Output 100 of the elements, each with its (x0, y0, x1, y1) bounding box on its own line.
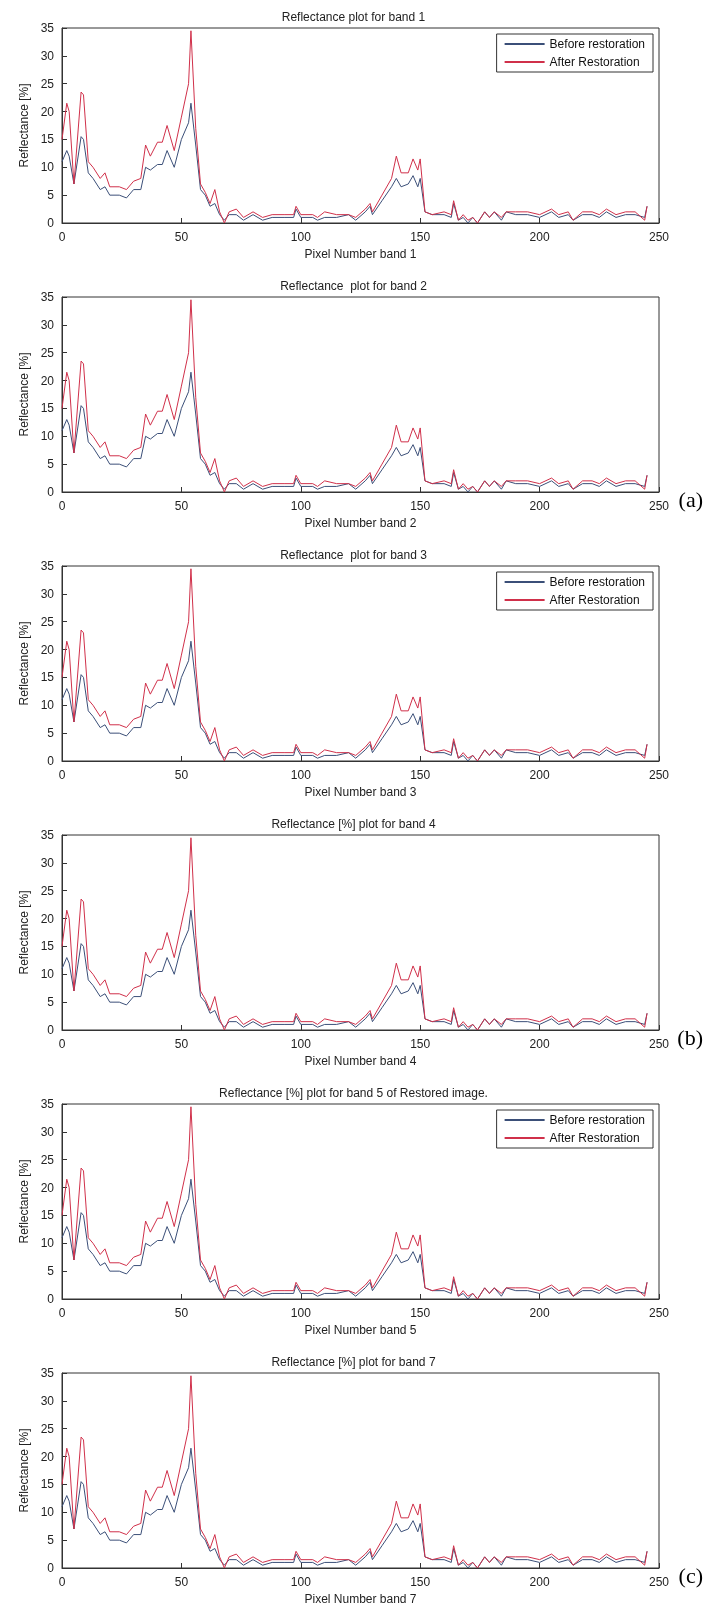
y-tick-label: 35 (40, 559, 55, 573)
y-tick-label: 10 (40, 698, 55, 713)
y-tick-label: 25 (40, 1421, 55, 1436)
chart-title: Reflectance plot for band 1 (281, 10, 426, 24)
y-axis-title: Reflectance [%] (16, 621, 31, 706)
x-tick-label: 0 (58, 230, 66, 244)
y-tick-label: 30 (40, 317, 55, 332)
text: (a) (678, 486, 703, 512)
y-tick-label: 20 (40, 911, 55, 926)
x-tick-label: 100 (290, 1306, 312, 1320)
x-tick-label: 200 (529, 768, 550, 782)
legend-label: After Restoration (549, 1131, 640, 1145)
chart-title: Reflectance [%] plot for band 4 (271, 817, 436, 831)
y-tick-label: 10 (40, 160, 55, 175)
chart-title: Reflectance plot for band 2 (280, 279, 428, 293)
y-tick-label: 0 (47, 1023, 55, 1037)
y-tick-label: 5 (47, 457, 55, 472)
y-tick-label: 15 (40, 1477, 55, 1492)
y-tick-label: 20 (40, 642, 55, 657)
text: (b) (677, 1024, 703, 1050)
line-series (61, 30, 648, 224)
x-tick-label: 250 (648, 768, 670, 782)
y-tick-label: 15 (40, 401, 55, 416)
y-tick-label: 15 (40, 939, 55, 954)
x-tick-label: 250 (648, 230, 670, 244)
line-series (61, 102, 648, 224)
x-tick-label: 250 (648, 1037, 670, 1051)
y-tick-label: 10 (40, 1236, 55, 1251)
x-tick-label: 150 (410, 768, 431, 782)
y-tick-label: 5 (47, 995, 55, 1010)
y-tick-label: 35 (40, 1097, 55, 1111)
y-tick-label: 0 (47, 1292, 55, 1306)
legend-label: Before restoration (549, 1113, 646, 1127)
y-tick-label: 20 (40, 104, 55, 119)
x-tick-label: 250 (648, 1306, 670, 1320)
x-axis-title: Pixel Number band 4 (304, 1053, 417, 1068)
y-axis-title: Reflectance [%] (16, 890, 31, 975)
y-tick-label: 10 (40, 1505, 55, 1520)
y-tick-label: 5 (47, 726, 55, 741)
y-tick-label: 5 (47, 1533, 55, 1548)
chart-title: Reflectance plot for band 3 (280, 548, 428, 562)
x-tick-label: 200 (529, 1037, 550, 1051)
text: (c) (678, 1562, 703, 1588)
legend-label: Before restoration (549, 37, 646, 51)
y-tick-label: 30 (40, 1393, 55, 1408)
line-series (61, 1447, 648, 1569)
line-series (61, 371, 648, 493)
y-tick-label: 5 (47, 188, 55, 203)
x-tick-label: 100 (290, 1575, 312, 1589)
x-tick-label: 50 (174, 499, 189, 513)
line-series (61, 1178, 648, 1300)
y-tick-label: 15 (40, 670, 55, 685)
y-tick-label: 15 (40, 1208, 55, 1223)
legend-label: After Restoration (549, 55, 640, 69)
line-series (61, 909, 648, 1031)
x-tick-label: 150 (410, 1037, 431, 1051)
y-tick-label: 0 (47, 754, 55, 768)
line-series (61, 1106, 648, 1300)
y-tick-label: 15 (40, 132, 55, 147)
line-series (61, 299, 648, 493)
x-tick-label: 100 (290, 499, 312, 513)
y-tick-label: 10 (40, 967, 55, 982)
y-tick-label: 25 (40, 883, 55, 898)
x-tick-label: 100 (290, 768, 312, 782)
y-axis-title: Reflectance [%] (16, 1159, 31, 1244)
x-tick-label: 50 (174, 230, 189, 244)
y-tick-label: 30 (40, 48, 55, 63)
x-tick-label: 250 (648, 499, 670, 513)
x-tick-label: 50 (174, 1306, 189, 1320)
x-tick-label: 200 (529, 1306, 550, 1320)
x-tick-label: 0 (58, 1037, 66, 1051)
chart-title: Reflectance [%] plot for band 7 (271, 1355, 436, 1369)
x-tick-label: 150 (410, 499, 431, 513)
x-tick-label: 200 (529, 1575, 550, 1589)
x-axis-title: Pixel Number band 2 (304, 515, 417, 530)
line-series (61, 640, 648, 762)
x-tick-label: 150 (410, 1575, 431, 1589)
x-tick-label: 100 (290, 230, 312, 244)
y-tick-label: 25 (40, 1152, 55, 1167)
x-tick-label: 0 (58, 1575, 66, 1589)
y-tick-label: 30 (40, 586, 55, 601)
x-tick-label: 150 (410, 1306, 431, 1320)
legend-label: After Restoration (549, 593, 640, 607)
y-axis-title: Reflectance [%] (16, 1428, 31, 1513)
y-tick-label: 0 (47, 485, 55, 499)
x-axis-title: Pixel Number band 3 (304, 784, 417, 799)
line-series (61, 568, 648, 762)
y-tick-label: 0 (47, 1561, 55, 1575)
x-tick-label: 100 (290, 1037, 312, 1051)
x-tick-label: 50 (174, 1037, 189, 1051)
y-tick-label: 35 (40, 828, 55, 842)
y-tick-label: 5 (47, 1264, 55, 1279)
y-tick-label: 30 (40, 855, 55, 870)
y-tick-label: 0 (47, 216, 55, 230)
y-axis-title: Reflectance [%] (16, 83, 31, 168)
y-tick-label: 35 (40, 290, 55, 304)
line-series (61, 1375, 648, 1569)
y-tick-label: 35 (40, 1366, 55, 1380)
y-tick-label: 20 (40, 373, 55, 388)
x-tick-label: 150 (410, 230, 431, 244)
